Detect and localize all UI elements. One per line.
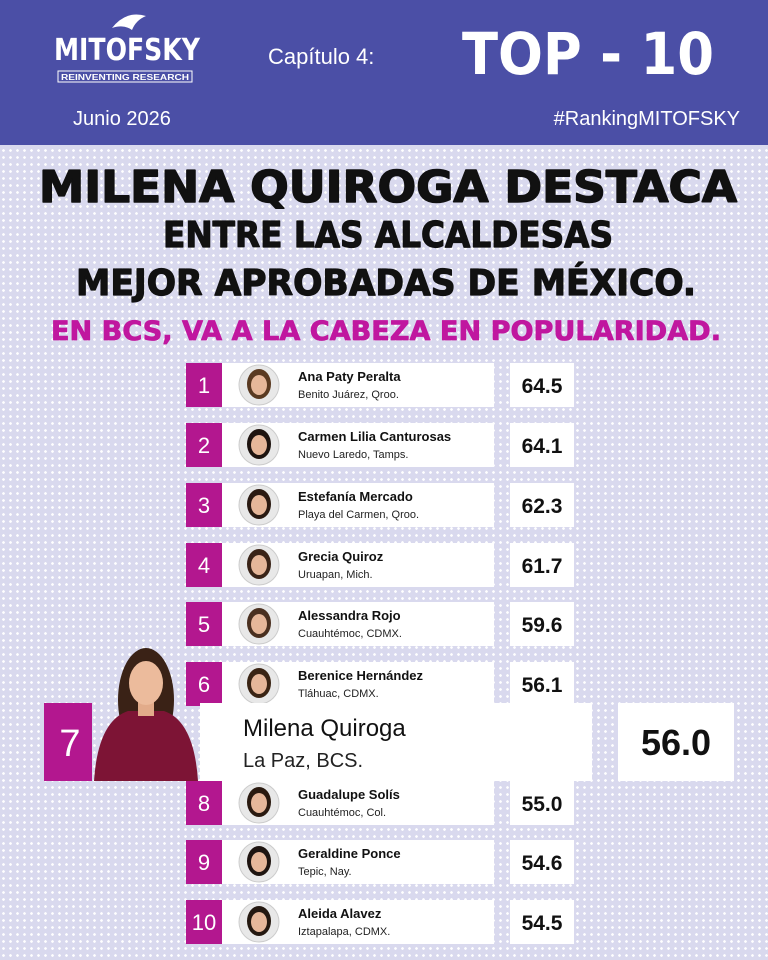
avatar-face bbox=[251, 674, 267, 694]
avatar-face bbox=[251, 793, 267, 813]
rank: 2 bbox=[198, 433, 210, 458]
place: Benito Juárez, Qroo. bbox=[298, 389, 399, 401]
ranking-row: 8 Guadalupe Solís Cuauhtémoc, Col. 55.0 bbox=[186, 781, 574, 825]
ranking: 1 Ana Paty Peralta Benito Juárez, Qroo. 64.… bbox=[44, 363, 734, 944]
ranking-row: 1 Ana Paty Peralta Benito Juárez, Qroo. 64.… bbox=[186, 363, 574, 407]
rank-box bbox=[186, 483, 222, 527]
rank: 4 bbox=[198, 553, 210, 578]
ranking-row: 2 Carmen Lilia Canturosas Nuevo Laredo, Ta… bbox=[186, 423, 574, 467]
score: 61.7 bbox=[522, 555, 563, 578]
ranking-row: 3 Estefanía Mercado Playa del Carmen, Qroo… bbox=[186, 483, 574, 527]
rank-box bbox=[186, 781, 222, 825]
score: 59.6 bbox=[522, 614, 563, 637]
rank-box bbox=[186, 363, 222, 407]
photo-face bbox=[129, 661, 163, 705]
place: Cuauhtémoc, Col. bbox=[298, 807, 386, 819]
date: Junio 2026 bbox=[73, 108, 171, 130]
score: 64.1 bbox=[522, 435, 563, 458]
ranking-row: 10 Aleida Alavez Iztapalapa, CDMX. 54.5 bbox=[186, 900, 574, 944]
rank-box bbox=[44, 703, 92, 781]
top-title: TOP - 10 bbox=[462, 20, 714, 88]
highlight-row: 7 Milena Quiroga La Paz, BCS. 56.0 bbox=[44, 648, 734, 781]
score-box bbox=[510, 781, 574, 825]
score: 64.5 bbox=[522, 375, 563, 398]
ranking-row: 4 Grecia Quiroz Uruapan, Mich. 61.7 bbox=[186, 543, 574, 587]
logo: MITOFSKY bbox=[54, 33, 201, 68]
name: Alessandra Rojo bbox=[298, 608, 401, 623]
name: Geraldine Ponce bbox=[298, 846, 401, 861]
name: Ana Paty Peralta bbox=[298, 369, 401, 384]
ranking-row: 6 Berenice Hernández Tláhuac, CDMX. 56.1 bbox=[186, 662, 574, 706]
place: Tepic, Nay. bbox=[298, 866, 352, 878]
rank-box bbox=[186, 423, 222, 467]
photo-dress bbox=[94, 711, 198, 781]
rank: 1 bbox=[198, 373, 210, 398]
rank: 10 bbox=[192, 910, 216, 935]
avatar-face bbox=[251, 614, 267, 634]
name-box bbox=[200, 703, 592, 781]
avatar-face bbox=[251, 555, 267, 575]
rank-box bbox=[186, 840, 222, 884]
rank: 6 bbox=[198, 672, 210, 697]
avatar-face bbox=[251, 495, 267, 515]
place: Tláhuac, CDMX. bbox=[298, 688, 379, 700]
headline: ENTRE LAS ALCALDESAS bbox=[163, 215, 613, 256]
name: Berenice Hernández bbox=[298, 668, 423, 683]
score-box bbox=[510, 662, 574, 706]
score-box bbox=[510, 423, 574, 467]
score-box bbox=[510, 543, 574, 587]
avatar-face bbox=[251, 435, 267, 455]
place: Uruapan, Mich. bbox=[298, 569, 373, 581]
name: Carmen Lilia Canturosas bbox=[298, 429, 451, 444]
rank: 7 bbox=[59, 723, 80, 765]
rank: 8 bbox=[198, 791, 210, 816]
score: 54.6 bbox=[522, 852, 563, 875]
rank: 9 bbox=[198, 850, 210, 875]
logo-bird bbox=[112, 14, 146, 30]
avatar-face bbox=[251, 852, 267, 872]
score-box bbox=[510, 840, 574, 884]
score: 54.5 bbox=[522, 912, 563, 935]
name: Aleida Alavez bbox=[298, 906, 382, 921]
score: 56.1 bbox=[522, 674, 563, 697]
score-box bbox=[510, 602, 574, 646]
score-box bbox=[510, 483, 574, 527]
score-box bbox=[510, 900, 574, 944]
headline: MEJOR APROBADAS DE MÉXICO. bbox=[76, 262, 696, 304]
place: Cuauhtémoc, CDMX. bbox=[298, 628, 402, 640]
score: 56.0 bbox=[641, 722, 711, 763]
score: 62.3 bbox=[522, 495, 563, 518]
rank: 3 bbox=[198, 493, 210, 518]
ranking-row: 5 Alessandra Rojo Cuauhtémoc, CDMX. 59.6 bbox=[186, 602, 574, 646]
hashtag: #RankingMITOFSKY bbox=[554, 108, 740, 130]
place: Nuevo Laredo, Tamps. bbox=[298, 449, 408, 461]
rank: 5 bbox=[198, 612, 210, 637]
ranking-row: 9 Geraldine Ponce Tepic, Nay. 54.6 bbox=[186, 840, 574, 884]
name: Estefanía Mercado bbox=[298, 489, 413, 504]
place: Iztapalapa, CDMX. bbox=[298, 926, 390, 938]
score: 55.0 bbox=[522, 793, 563, 816]
subtitle: EN BCS, VA A LA CABEZA EN POPULARIDAD. bbox=[51, 316, 721, 347]
headline: MILENA QUIROGA DESTACA bbox=[39, 162, 737, 213]
tagline-box bbox=[57, 70, 193, 83]
score-box bbox=[618, 703, 734, 781]
score-box bbox=[510, 363, 574, 407]
chapter: Capítulo 4: bbox=[268, 44, 374, 69]
rank-box bbox=[186, 602, 222, 646]
tagline: REINVENTING RESEARCH bbox=[61, 73, 189, 82]
rank-box bbox=[186, 543, 222, 587]
name: Grecia Quiroz bbox=[298, 549, 384, 564]
rank-box bbox=[186, 900, 222, 944]
name: Milena Quiroga bbox=[243, 715, 406, 742]
name: Guadalupe Solís bbox=[298, 787, 400, 802]
avatar-face bbox=[251, 912, 267, 932]
rank-box bbox=[186, 662, 222, 706]
place: La Paz, BCS. bbox=[243, 750, 363, 772]
avatar-face bbox=[251, 375, 267, 395]
place: Playa del Carmen, Qroo. bbox=[298, 509, 419, 521]
